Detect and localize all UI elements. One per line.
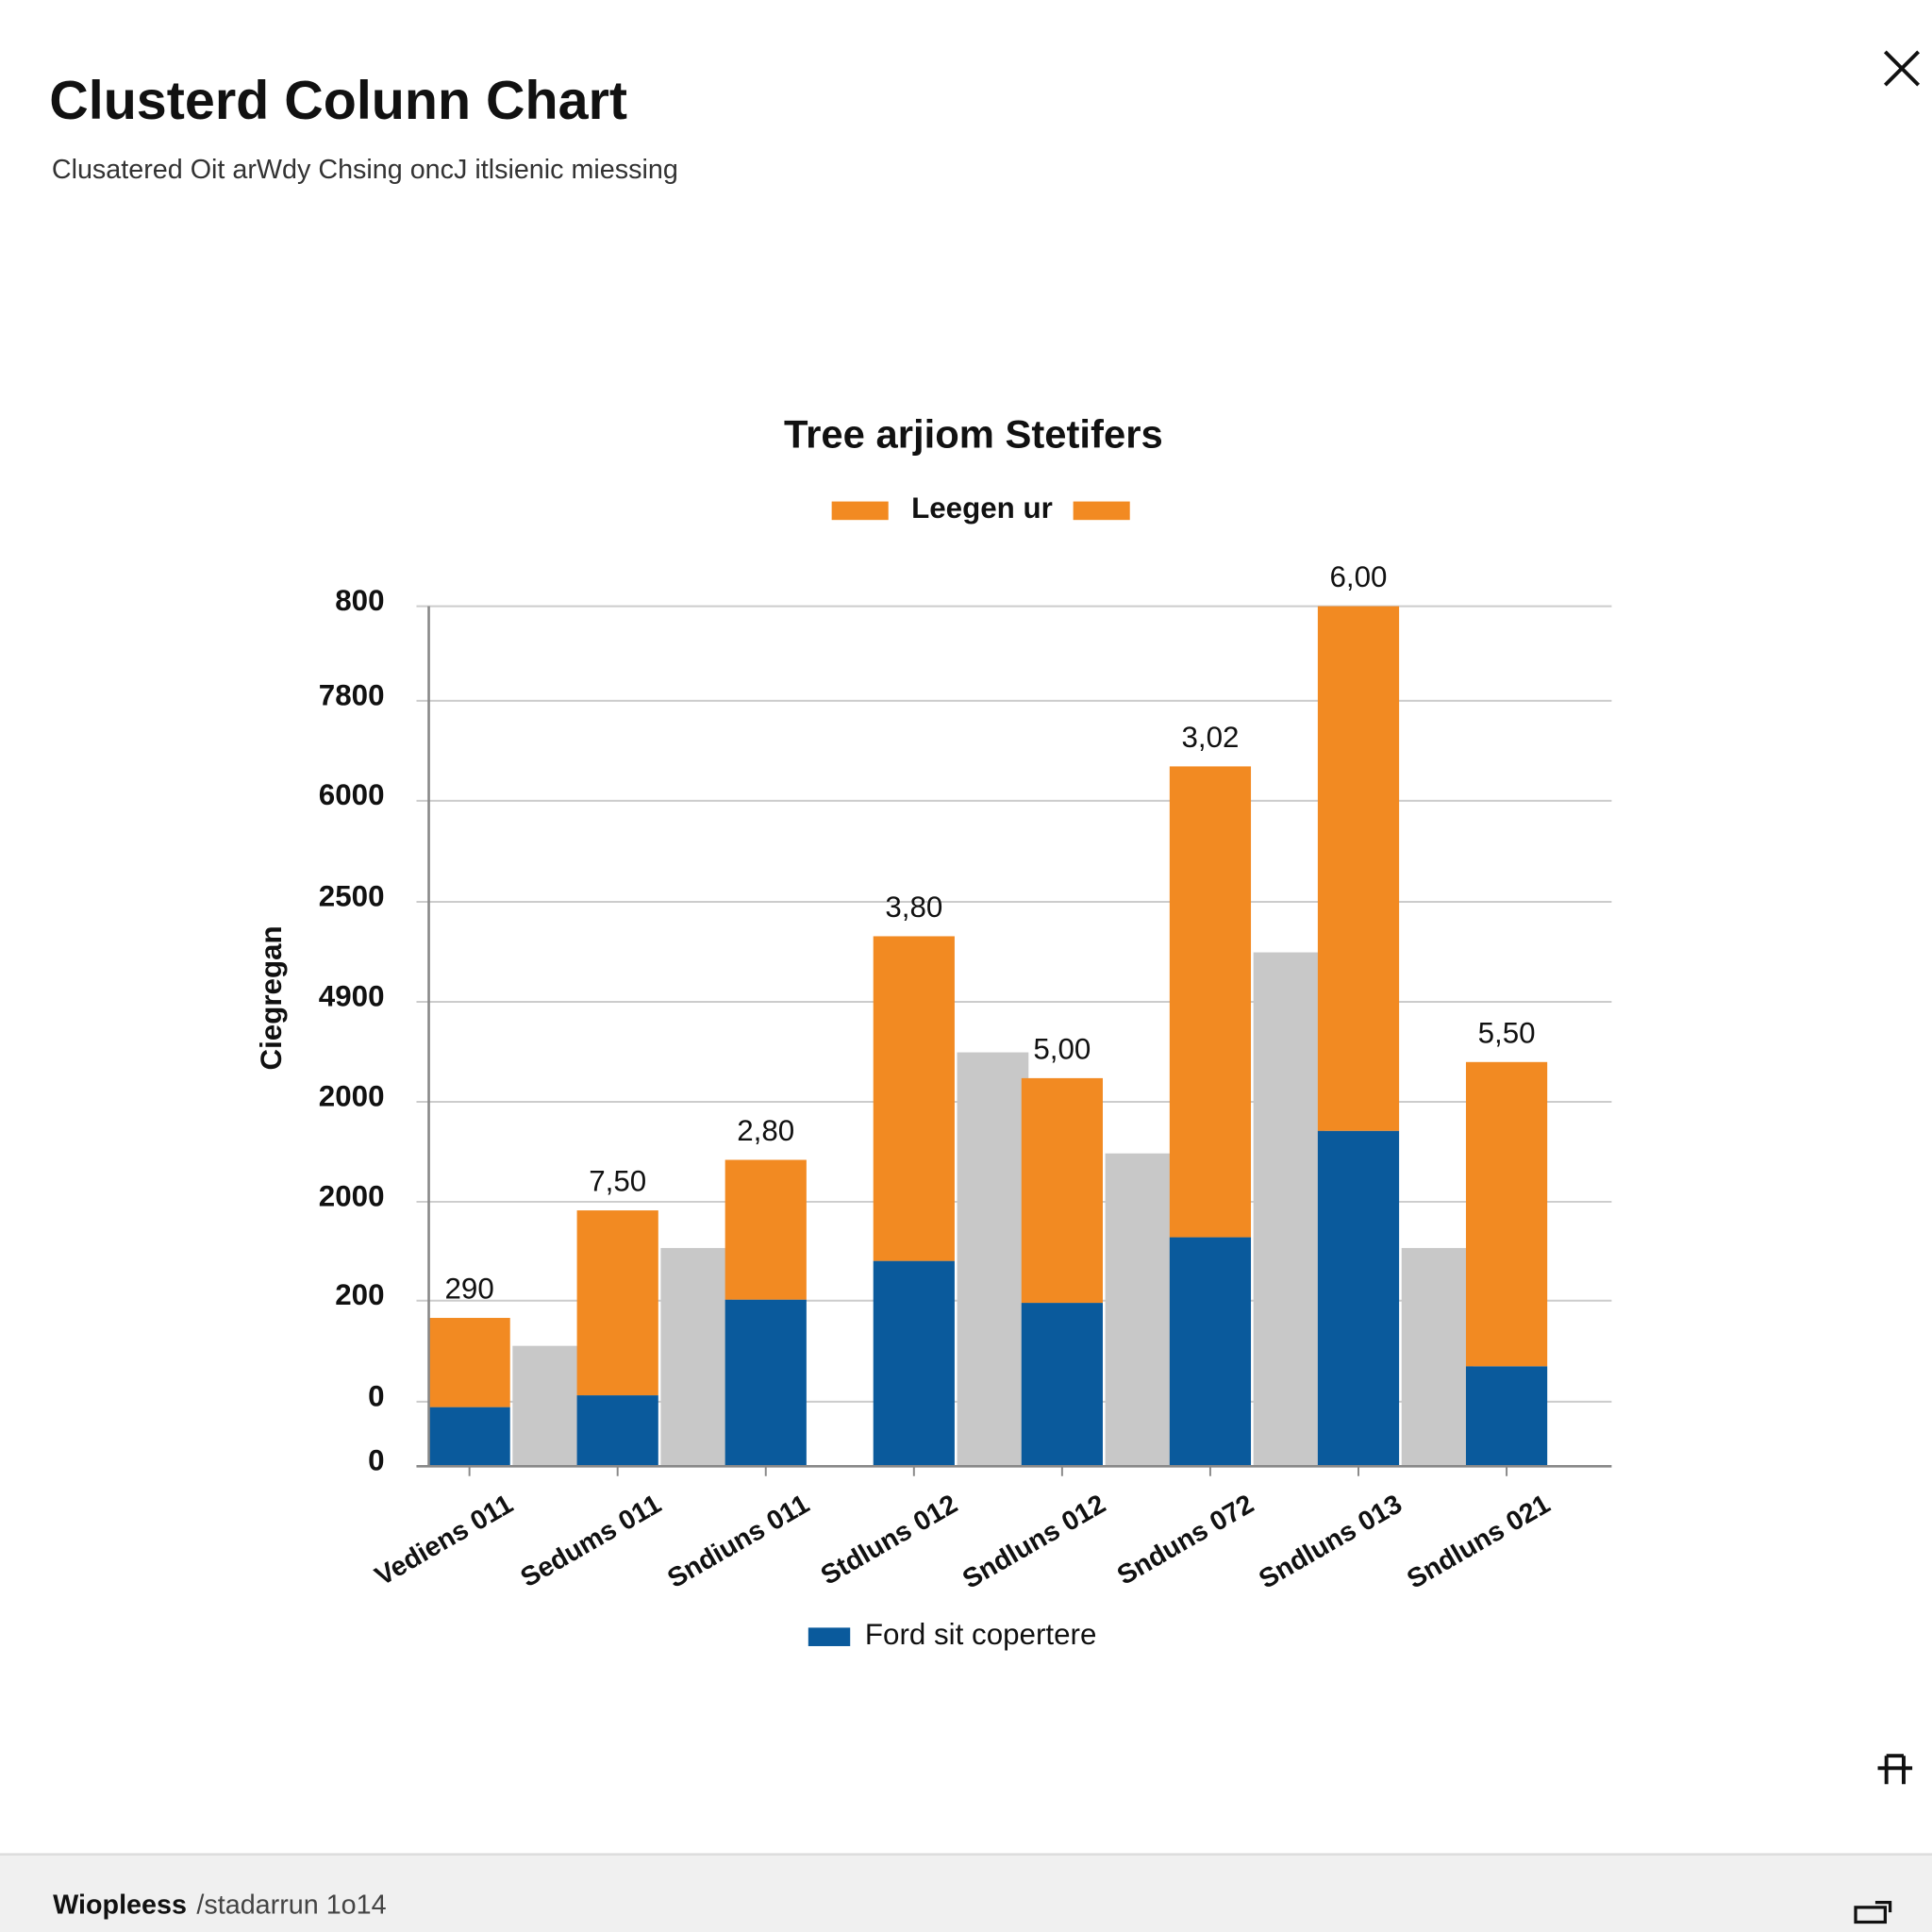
bar-segment [1317, 1130, 1400, 1467]
legend-label: Leegen ur [911, 491, 1053, 525]
bar [957, 1052, 1029, 1467]
bar [512, 1345, 585, 1467]
legend-swatch [831, 501, 889, 521]
bar-segment [1465, 1366, 1548, 1467]
y-tick-label: 2500 [319, 879, 385, 912]
bar-segment [1317, 606, 1400, 1131]
share-icon[interactable] [1854, 1901, 1892, 1924]
legend-label: Ford sit copertere [865, 1618, 1097, 1651]
bar-segment [724, 1159, 807, 1300]
y-axis-label: Ciegregan [255, 925, 288, 1070]
legend-swatch [808, 1627, 851, 1646]
bar-segment [576, 1395, 658, 1467]
footer-path: /stadarrun 1o14 [196, 1890, 386, 1920]
close-button[interactable] [1883, 50, 1921, 87]
bar-segment [1169, 766, 1252, 1238]
bar-label: 5,00 [1033, 1032, 1091, 1065]
bar-segment [1169, 1237, 1252, 1467]
close-icon[interactable] [1883, 50, 1921, 87]
y-tick-label: 4900 [319, 979, 385, 1012]
legend-swatch [1073, 501, 1130, 521]
y-tick-label: 200 [335, 1278, 384, 1311]
y-tick-label: 0 [368, 1444, 384, 1477]
bar [660, 1247, 733, 1467]
y-tick-label: 2000 [319, 1079, 385, 1112]
bar-segment [873, 1260, 955, 1467]
bar-segment [428, 1407, 510, 1467]
y-tick-label: 6000 [319, 778, 385, 811]
y-tick-label: 2000 [319, 1179, 385, 1212]
bar [1401, 1247, 1474, 1467]
bar [1253, 952, 1325, 1467]
bar-label: 5,50 [1478, 1016, 1536, 1049]
chart-title: Tree arjiom Stetifers [784, 412, 1163, 457]
bar-segment [724, 1299, 807, 1467]
bar-segment [428, 1318, 510, 1407]
bar-segment [1465, 1061, 1548, 1367]
page-subtitle: Clusatered Oit arWdy Chsing oncJ itlsien… [52, 155, 678, 185]
bar [1105, 1153, 1177, 1467]
bar-segment [873, 936, 955, 1261]
pin-shape[interactable] [1877, 1754, 1913, 1785]
footer-app: Wiopleess [53, 1890, 187, 1920]
y-tick-label: 7800 [319, 678, 385, 711]
bar-segment [576, 1210, 658, 1396]
footer-bar [0, 1854, 1932, 1932]
bar-label: 6,00 [1330, 560, 1388, 593]
page-title: Clusterd Colunn Chart [49, 71, 627, 131]
bar-label: 290 [444, 1273, 493, 1306]
y-tick-label: 0 [368, 1379, 384, 1412]
bar-segment [1021, 1077, 1103, 1304]
y-tick-label: 800 [335, 584, 384, 617]
pin-icon[interactable] [1877, 1754, 1913, 1785]
bar-label: 3,02 [1181, 721, 1239, 754]
bar-label: 3,80 [885, 891, 942, 924]
bar-label: 2,80 [737, 1114, 794, 1147]
bar-label: 7,50 [589, 1165, 646, 1198]
bar-segment [1021, 1303, 1103, 1467]
footer-text: Wiopleess/stadarrun 1o14 [53, 1890, 386, 1920]
